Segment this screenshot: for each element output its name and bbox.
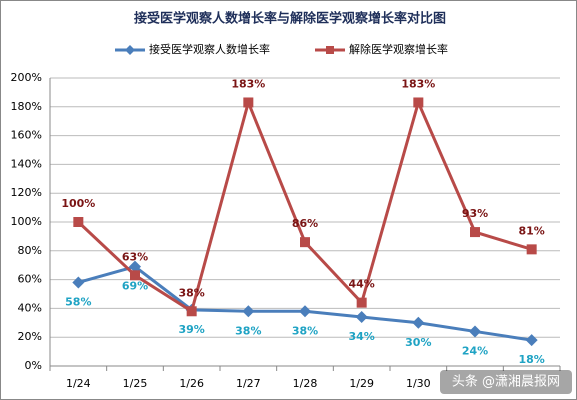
x-tick-label: 1/30 — [406, 377, 431, 390]
data-label: 58% — [65, 295, 91, 308]
data-label: 93% — [462, 207, 488, 220]
point — [129, 260, 141, 273]
data-label: 38% — [292, 324, 318, 337]
x-tick-label: 1/25 — [123, 377, 148, 390]
data-label: 69% — [122, 280, 148, 293]
data-label: 63% — [122, 250, 148, 263]
point — [355, 311, 368, 324]
data-label: 39% — [178, 323, 204, 336]
y-tick-label: 80% — [18, 244, 42, 257]
point — [130, 270, 140, 281]
y-tick-label: 0% — [25, 359, 42, 372]
point — [413, 97, 424, 108]
data-label: 24% — [462, 344, 488, 357]
y-tick-label: 180% — [11, 100, 42, 113]
x-tick-label: 1/24 — [66, 377, 91, 390]
y-tick-label: 20% — [18, 330, 42, 343]
y-tick-label: 60% — [18, 273, 42, 286]
y-tick-label: 40% — [18, 301, 42, 314]
point — [356, 297, 367, 308]
data-label: 38% — [178, 286, 204, 299]
y-tick-label: 120% — [11, 186, 42, 199]
point — [470, 227, 480, 238]
x-tick-label: 1/27 — [236, 377, 261, 390]
data-label: 38% — [235, 324, 261, 337]
point — [300, 237, 310, 248]
point — [243, 97, 254, 108]
y-tick-label: 100% — [11, 215, 42, 228]
point — [242, 305, 255, 318]
x-tick-label: 1/29 — [349, 377, 374, 390]
data-label: 183% — [401, 77, 435, 90]
legend-label: 解除医学观察增长率 — [349, 42, 448, 56]
chart-title: 接受医学观察人数增长率与解除医学观察增长率对比图 — [134, 11, 446, 27]
point — [412, 316, 425, 329]
data-label: 81% — [518, 224, 544, 237]
watermark: 头条 @潇湘晨报网 — [452, 374, 560, 390]
data-label: 18% — [518, 353, 544, 366]
point — [526, 244, 537, 255]
data-label: 100% — [61, 197, 95, 210]
legend-marker — [125, 45, 135, 55]
legend-marker — [326, 46, 334, 54]
data-label: 34% — [348, 330, 374, 343]
data-label: 183% — [231, 77, 265, 90]
y-tick-label: 140% — [11, 157, 42, 170]
point — [299, 305, 311, 318]
data-label: 44% — [348, 278, 374, 291]
point — [186, 306, 197, 317]
legend-label: 接受医学观察人数增长率 — [149, 42, 270, 56]
x-tick-label: 1/28 — [293, 377, 318, 390]
point — [72, 276, 85, 289]
data-label: 30% — [405, 336, 431, 349]
x-tick-label: 1/26 — [179, 377, 204, 390]
point — [525, 334, 538, 347]
y-tick-label: 160% — [11, 129, 42, 142]
point — [469, 325, 481, 338]
y-tick-label: 200% — [11, 71, 42, 84]
data-label: 86% — [292, 217, 318, 230]
point — [73, 217, 84, 227]
watermark-bg — [440, 370, 572, 394]
